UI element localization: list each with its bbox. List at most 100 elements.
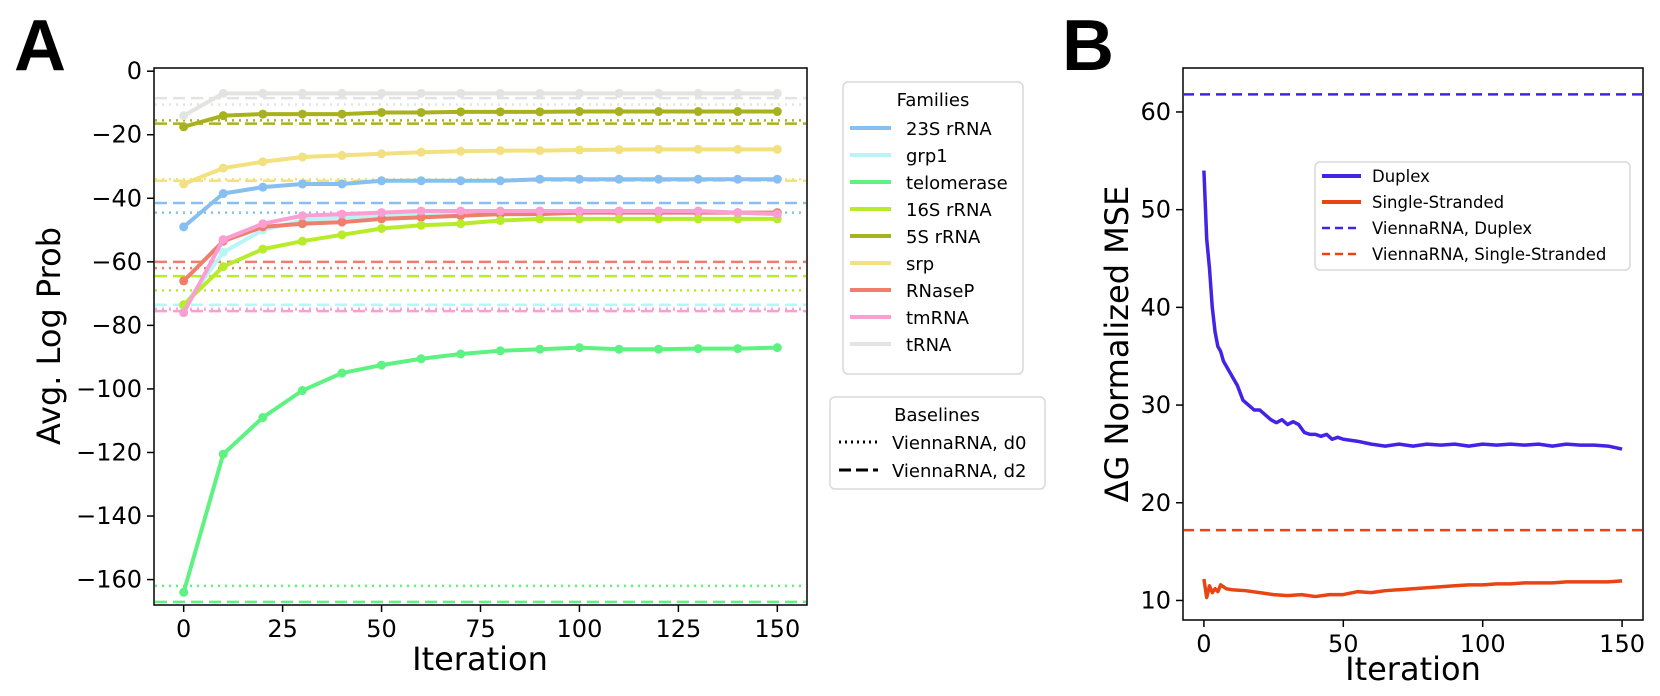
data-point-srp	[614, 145, 624, 155]
a-x-tick-label: 75	[465, 615, 496, 643]
data-point-srp	[772, 144, 782, 154]
data-point-telomerase	[258, 413, 268, 423]
a-y-tick-label: −120	[76, 438, 142, 466]
data-point-5s-rrna	[297, 109, 307, 119]
series-line-23s-rrna	[182, 177, 778, 229]
data-point-srp	[179, 179, 189, 189]
data-point-tmrna	[654, 206, 664, 216]
data-point-trna	[377, 88, 387, 98]
data-point-16s-rrna	[733, 214, 743, 224]
data-point-rnasep	[377, 214, 387, 224]
legend-label-16s-rrna: 16S rRNA	[906, 200, 992, 221]
data-point-23s-rrna	[535, 174, 545, 184]
panel-b-legend-items: Duplex Single-Stranded ViennaRNA, Duplex Vi…	[1322, 167, 1606, 264]
data-point-trna	[179, 111, 189, 121]
data-point-telomerase	[654, 344, 664, 354]
panel-a-chart: 0 25 50 75 100 125 150 0 −20 −40 −60 −80 −100 −120 −1…	[30, 57, 1046, 678]
legend-label-d2: ViennaRNA, d2	[892, 461, 1026, 482]
data-point-telomerase	[179, 587, 189, 597]
data-point-16s-rrna	[574, 214, 584, 224]
legend-label-tmrna: tmRNA	[906, 308, 970, 329]
data-point-5s-rrna	[218, 111, 228, 121]
data-point-23s-rrna	[337, 179, 347, 189]
data-point-16s-rrna	[218, 262, 228, 272]
data-point-trna	[258, 88, 268, 98]
baselines-legend-frame	[829, 396, 1046, 490]
data-point-23s-rrna	[495, 176, 505, 186]
data-point-trna	[733, 88, 743, 98]
a-x-tick-label: 125	[655, 615, 701, 643]
data-point-16s-rrna	[258, 244, 268, 254]
data-point-5s-rrna	[377, 107, 387, 117]
series-line-trna	[182, 91, 778, 118]
data-point-23s-rrna	[574, 174, 584, 184]
legend-label-telomerase: telomerase	[906, 173, 1008, 194]
data-point-srp	[733, 144, 743, 154]
data-point-trna	[535, 88, 545, 98]
data-point-srp	[416, 147, 426, 157]
data-point-16s-rrna	[337, 230, 347, 240]
data-point-srp	[693, 144, 703, 154]
data-point-srp	[654, 144, 664, 154]
b-y-tick-label: 10	[1140, 586, 1171, 614]
b-legend-label-viennarna-duplex: ViennaRNA, Duplex	[1372, 219, 1532, 238]
data-point-trna	[495, 88, 505, 98]
data-point-trna	[772, 88, 782, 98]
families-legend: Families 23S rRNA grp1 telomerase 16S rRNA 5…	[842, 81, 1024, 375]
data-point-srp	[218, 163, 228, 173]
legend-label-23s-rrna: 23S rRNA	[906, 119, 992, 140]
b-y-tick-label: 60	[1140, 98, 1171, 126]
data-point-tmrna	[495, 206, 505, 216]
data-point-23s-rrna	[377, 176, 387, 186]
baselines-legend: Baselines ViennaRNA, d0 ViennaRNA, d2	[829, 396, 1046, 490]
series-line-telomerase	[181, 345, 778, 593]
b-legend-label-viennarna-single-stranded: ViennaRNA, Single-Stranded	[1372, 245, 1606, 264]
panel-b-series	[1184, 93, 1642, 600]
data-point-23s-rrna	[654, 174, 664, 184]
data-point-tmrna	[258, 219, 268, 229]
b-y-tick-label: 30	[1140, 391, 1171, 419]
a-x-tick-label: 100	[557, 615, 603, 643]
data-point-rnasep	[297, 219, 307, 229]
data-point-tmrna	[297, 211, 307, 221]
legend-label-grp1: grp1	[906, 146, 948, 167]
panel-b-chart: 0 50 100 150 10 20 30 40 50 60 Iteration ΔG Norm…	[1098, 67, 1645, 688]
data-point-srp	[456, 146, 466, 156]
data-point-grp1	[218, 247, 228, 257]
data-point-telomerase	[377, 360, 387, 370]
data-point-5s-rrna	[693, 107, 703, 117]
data-point-5s-rrna	[535, 107, 545, 117]
panel-b-axes-frame	[1182, 67, 1644, 621]
data-point-trna	[297, 88, 307, 98]
a-x-tick-label: 0	[176, 615, 191, 643]
data-point-5s-rrna	[654, 107, 664, 117]
data-point-telomerase	[416, 354, 426, 364]
data-point-5s-rrna	[733, 107, 743, 117]
data-point-rnasep	[179, 276, 189, 286]
data-point-rnasep	[337, 217, 347, 227]
data-point-trna	[218, 88, 228, 98]
b-y-tick-label: 20	[1140, 489, 1171, 517]
panel-label-a: A	[14, 6, 66, 86]
data-point-5s-rrna	[456, 107, 466, 117]
data-point-tmrna	[456, 206, 466, 216]
data-point-trna	[574, 88, 584, 98]
b-y-tick-label: 40	[1140, 293, 1171, 321]
a-y-tick-label: −160	[76, 566, 142, 594]
data-point-telomerase	[218, 449, 228, 459]
series-line-single-stranded	[1202, 578, 1623, 600]
data-point-5s-rrna	[258, 109, 268, 119]
data-point-telomerase	[535, 344, 545, 354]
data-point-telomerase	[297, 386, 307, 396]
panel-b-y-label: ΔG Normalized MSE	[1098, 186, 1136, 503]
panel-a-y-ticks: 0 −20 −40 −60 −80 −100 −120 −140 −160	[76, 57, 154, 594]
data-point-23s-rrna	[772, 174, 782, 184]
b-legend-label-duplex: Duplex	[1372, 167, 1430, 186]
families-legend-title: Families	[897, 90, 970, 111]
panel-b-y-ticks: 10 20 30 40 50 60	[1140, 98, 1183, 614]
data-point-16s-rrna	[654, 214, 664, 224]
data-point-srp	[535, 146, 545, 156]
b-y-tick-label: 50	[1140, 196, 1171, 224]
data-point-tmrna	[614, 206, 624, 216]
data-point-tmrna	[693, 206, 703, 216]
